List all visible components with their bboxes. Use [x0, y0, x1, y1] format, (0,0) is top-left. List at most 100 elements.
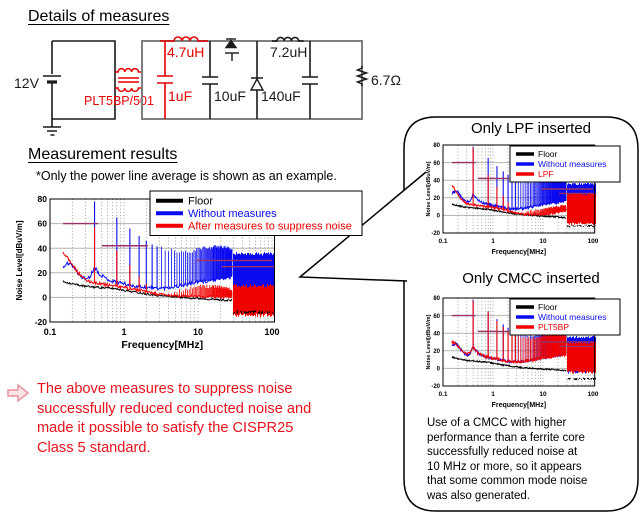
lpf-callout-title: Only LPF inserted: [470, 120, 592, 137]
circuit-label-7-2uh: 7.2uH: [270, 44, 307, 60]
callout-pointer: [300, 172, 426, 281]
svg-text:-20: -20: [35, 317, 48, 327]
cmcc-note-line: that some common mode noise: [427, 475, 588, 488]
output-inductor-icon: [272, 36, 304, 42]
svg-text:LPF: LPF: [538, 169, 554, 179]
svg-text:-20: -20: [431, 231, 440, 237]
cmcc-axis-labels: -20 0 20 40 60 80 0.1 1 10 100 Frequency[MHz] Noise…: [426, 296, 599, 409]
cmcc-limit-lines: [451, 314, 595, 348]
svg-text:80: 80: [433, 296, 440, 302]
conclusion-line: successfully reduced conducted noise and: [37, 400, 312, 417]
main-noise-chart: -20 0 20 40 60 80 0.1 1 10 100 Frequency[MHz] Noise…: [15, 190, 363, 351]
ground-icon: [43, 119, 61, 136]
svg-text:Frequency[MHz]: Frequency[MHz]: [492, 402, 546, 409]
input-cap-icon: [202, 41, 218, 119]
svg-text:PLT5BP: PLT5BP: [538, 322, 569, 332]
cmcc-note: Use of a CMCC with higher performance th…: [427, 416, 632, 504]
svg-text:40: 40: [433, 331, 440, 337]
svg-text:80: 80: [433, 143, 440, 149]
cmcc-note-line: was also generated.: [427, 489, 530, 502]
circuit-label-10uf: 10uF: [214, 88, 246, 104]
svg-text:Without measures: Without measures: [188, 208, 277, 220]
input-loop-wire: [51, 40, 116, 120]
lpf-series-floor: [451, 203, 567, 219]
svg-text:Without measures: Without measures: [538, 312, 607, 322]
svg-text:100: 100: [264, 327, 279, 337]
svg-text:Floor: Floor: [538, 149, 558, 159]
circuit-diagram: 12V PLT5BP/501 1uF 4.7uH 10uF: [14, 36, 401, 136]
svg-text:100: 100: [588, 238, 599, 245]
lpf-series-lpf: [451, 147, 567, 217]
main-series-floor: [62, 280, 233, 302]
cmcc-series-floor: [451, 355, 567, 372]
svg-text:10: 10: [539, 391, 547, 398]
conclusion-line: made it possible to satisfy the CISPR25: [37, 420, 294, 437]
svg-text:0.1: 0.1: [44, 327, 57, 337]
load-resistor-icon: [355, 66, 369, 86]
cmcc-note-line: performance than a ferrite core: [427, 431, 585, 444]
svg-text:After measures to suppress noi: After measures to suppress noise: [188, 221, 352, 233]
cmcc-plot-frame: [442, 297, 596, 387]
svg-text:10: 10: [539, 238, 547, 245]
svg-text:Noise Level[dBuV/m]: Noise Level[dBuV/m]: [15, 220, 24, 300]
svg-text:60: 60: [433, 161, 440, 167]
conclusion-line: The above measures to suppress noise: [37, 381, 293, 397]
circuit-label-1uf: 1uF: [168, 88, 192, 104]
conclusion-text: The above measures to suppress noise suc…: [37, 380, 311, 458]
cmcc-series-plt5bp: [451, 300, 567, 365]
svg-text:Noise Level[dBuV/m]: Noise Level[dBuV/m]: [426, 161, 432, 216]
svg-text:60: 60: [38, 219, 48, 229]
svg-text:1: 1: [491, 238, 495, 245]
main-series-after-measures-to-suppress-noise: [62, 227, 233, 300]
svg-text:80: 80: [38, 194, 48, 204]
svg-text:0: 0: [42, 292, 47, 302]
svg-text:20: 20: [433, 349, 440, 355]
svg-text:0: 0: [437, 367, 441, 373]
svg-text:20: 20: [38, 268, 48, 278]
lpf-inductor-icon: [160, 36, 208, 42]
svg-text:100: 100: [588, 391, 599, 398]
svg-text:20: 20: [433, 196, 440, 202]
circuit-label-12v: 12V: [14, 75, 40, 91]
switch-mosfet-icon: [224, 38, 239, 61]
svg-text:-20: -20: [431, 384, 440, 390]
circuit-label-cmcc: PLT5BP/501: [84, 94, 154, 108]
lpf-plot-frame: [442, 144, 596, 234]
svg-text:Floor: Floor: [538, 302, 558, 312]
measurement-heading: Measurement results: [28, 146, 178, 163]
svg-text:Floor: Floor: [188, 196, 213, 208]
lpf-axis-labels: -20 0 20 40 60 80 0.1 1 10 100 Frequency[MHz] Noise…: [426, 143, 599, 256]
svg-text:0.1: 0.1: [438, 391, 447, 398]
cmcc-note-line: 10 MHz or more, so it appears: [427, 460, 582, 473]
conclusion-line: Class 5 standard.: [37, 439, 151, 456]
cmcc-choke-icon: [115, 67, 142, 93]
output-cap-icon: [302, 41, 318, 119]
main-limit-lines: [63, 222, 275, 268]
lpf-noise-chart: -20 0 20 40 60 80 0.1 1 10 100 Frequency[MHz] Noise…: [426, 143, 621, 256]
main-bands: [233, 252, 275, 318]
svg-text:10: 10: [193, 327, 203, 337]
svg-text:Frequency[MHz]: Frequency[MHz]: [121, 339, 203, 351]
circuit-label-140uf: 140uF: [261, 88, 301, 104]
main-axis-labels: -20 0 20 40 60 80 0.1 1 10 100 Frequency[MHz] Noise…: [15, 194, 280, 351]
measurement-note: *Only the power line average is shown as…: [36, 169, 337, 183]
diode-triangle: [249, 77, 265, 91]
details-heading: Details of measures: [28, 8, 170, 25]
svg-text:0: 0: [437, 214, 441, 220]
svg-text:40: 40: [38, 243, 48, 253]
svg-text:Noise Level[dBuV/m]: Noise Level[dBuV/m]: [426, 314, 432, 369]
svg-text:Without measures: Without measures: [538, 159, 607, 169]
svg-text:0.1: 0.1: [438, 238, 447, 245]
main-series-without-measures: [62, 201, 233, 292]
cmcc-callout-title: Only CMCC inserted: [462, 270, 600, 287]
cmcc-note-line: successfully reduced noise at: [427, 446, 578, 459]
svg-text:40: 40: [433, 178, 440, 184]
svg-text:Frequency[MHz]: Frequency[MHz]: [492, 249, 546, 256]
circuit-label-4-7uh: 4.7uH: [167, 44, 204, 60]
lpf-limit-lines: [451, 161, 595, 195]
circuit-label-load: 6.7Ω: [371, 72, 401, 88]
